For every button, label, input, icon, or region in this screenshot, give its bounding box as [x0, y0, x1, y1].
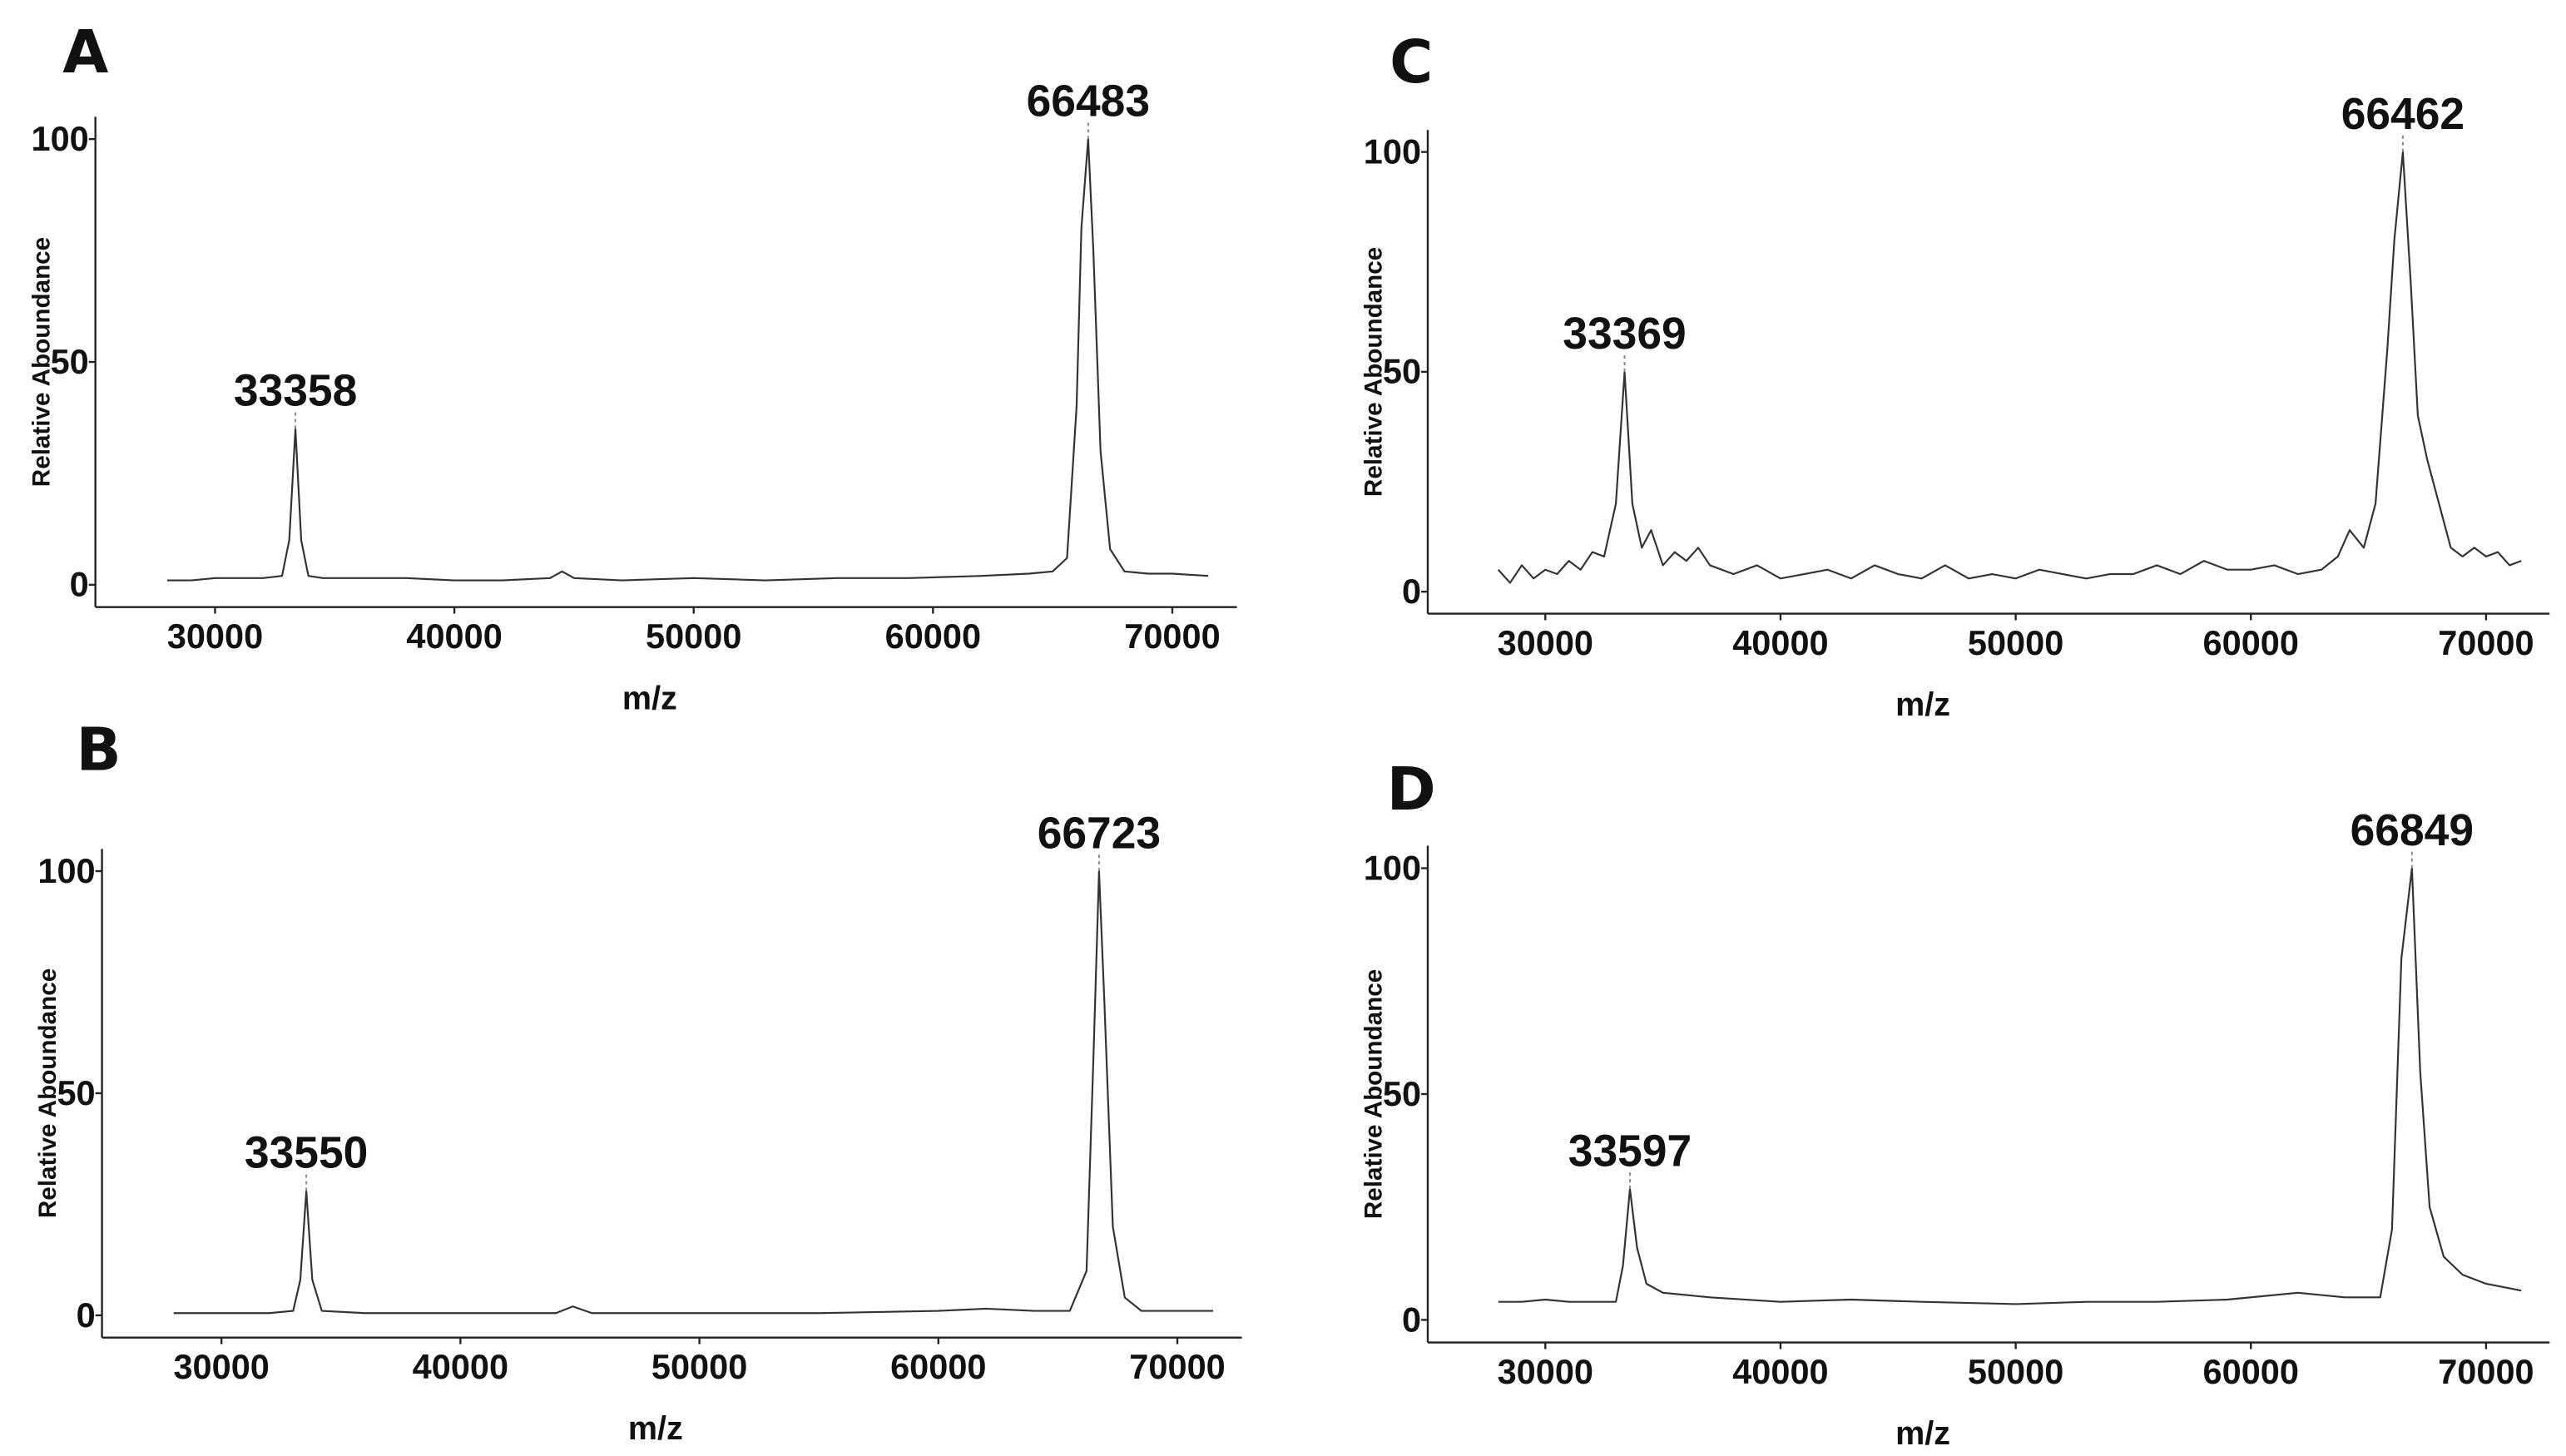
y-tick-label: 100: [37, 851, 95, 890]
panel-letter: C: [1390, 27, 1433, 97]
y-axis-label: Relative Aboundance: [1360, 247, 1388, 497]
y-tick-label: 0: [1402, 572, 1421, 611]
x-tick-label: 50000: [1968, 623, 2063, 662]
peak-label: 66462: [2341, 90, 2464, 139]
x-tick-label: 30000: [167, 617, 263, 656]
x-tick-label: 60000: [890, 1347, 986, 1386]
x-axis-label: m/z: [628, 1410, 683, 1447]
x-axis-label: m/z: [622, 680, 677, 716]
x-tick-label: 40000: [413, 1347, 508, 1386]
x-tick-label: 60000: [885, 617, 981, 656]
y-tick-label: 50: [51, 342, 89, 381]
x-tick-label: 50000: [1968, 1352, 2063, 1391]
peak-label: 33358: [234, 367, 357, 416]
x-axis-label: m/z: [1895, 686, 1950, 723]
peak-label: 66849: [2351, 806, 2474, 855]
spectrum-line: [1497, 151, 2522, 584]
y-tick-label: 50: [1383, 1074, 1421, 1113]
x-tick-label: 40000: [406, 617, 502, 656]
x-tick-label: 30000: [1498, 623, 1593, 662]
x-tick-label: 70000: [1129, 1347, 1225, 1386]
x-tick-label: 30000: [173, 1347, 269, 1386]
peak-label: 66483: [1027, 77, 1150, 126]
y-tick-label: 0: [70, 565, 89, 604]
y-tick-label: 0: [77, 1295, 96, 1335]
x-tick-label: 40000: [1732, 623, 1828, 662]
x-tick-label: 70000: [2438, 1352, 2534, 1391]
y-tick-label: 50: [57, 1073, 95, 1112]
y-tick-label: 100: [1364, 848, 1421, 887]
panel-letter: B: [76, 715, 121, 784]
spectrum-line: [1498, 867, 2522, 1305]
x-axis-label: m/z: [1895, 1415, 1950, 1452]
x-tick-label: 70000: [1124, 617, 1220, 656]
y-tick-label: 0: [1402, 1300, 1421, 1339]
x-tick-label: 50000: [646, 617, 741, 656]
y-axis-label: Relative Aboundance: [34, 968, 62, 1218]
x-tick-label: 50000: [651, 1347, 747, 1386]
y-axis-label: Relative Aboundance: [27, 237, 55, 487]
x-tick-label: 60000: [2203, 623, 2299, 662]
peak-label: 66723: [1038, 809, 1161, 858]
x-tick-label: 60000: [2203, 1352, 2299, 1391]
spectrum-line: [173, 869, 1214, 1315]
panel-letter: A: [62, 17, 108, 87]
y-tick-label: 50: [1383, 352, 1421, 391]
x-tick-label: 30000: [1498, 1352, 1593, 1391]
x-tick-label: 70000: [2438, 623, 2534, 662]
y-axis-label: Relative Aboundance: [1360, 969, 1388, 1219]
peak-label: 33597: [1568, 1127, 1692, 1176]
x-tick-label: 40000: [1732, 1352, 1828, 1391]
y-tick-label: 100: [1364, 131, 1421, 171]
y-tick-label: 100: [31, 119, 88, 158]
peak-label: 33550: [245, 1129, 368, 1178]
spectrum-line: [166, 138, 1209, 582]
panel-letter: D: [1387, 755, 1436, 824]
peak-label: 33369: [1563, 310, 1686, 359]
